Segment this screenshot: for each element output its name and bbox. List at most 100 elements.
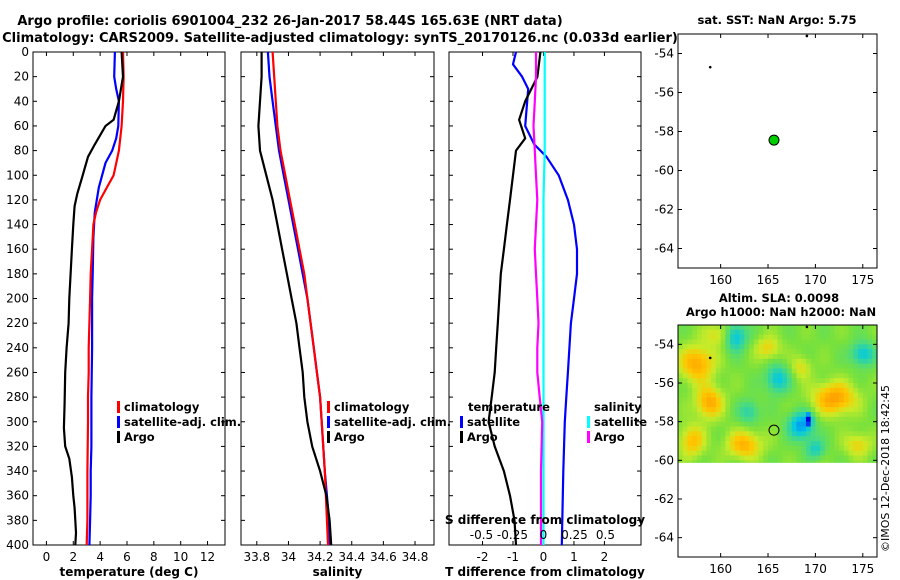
sla-heatmap-cell — [725, 378, 731, 384]
sla-heatmap-cell — [786, 334, 793, 341]
sla-heatmap-cell — [734, 402, 741, 408]
sla-heatmap-cell — [744, 436, 750, 442]
sla-heatmap-cell — [730, 416, 736, 423]
sla-heatmap-cell — [696, 455, 703, 461]
sla-heatmap-cell — [715, 383, 722, 389]
sla-heatmap-cell — [834, 416, 840, 423]
sst-map-x-tick-label: 175 — [851, 273, 874, 287]
sla-heatmap-cell — [763, 402, 769, 408]
sla-heatmap-cell — [730, 402, 736, 408]
sla-heatmap-cell — [758, 339, 764, 345]
sla-heatmap-cell — [815, 344, 821, 350]
sla-heatmap-cell — [829, 329, 835, 336]
sla-heatmap-cell — [782, 416, 788, 423]
sla-heatmap-cell — [678, 402, 684, 408]
sla-heatmap-cell — [801, 402, 807, 408]
sla-heatmap-cell — [820, 441, 826, 447]
sla-heatmap-cell — [758, 441, 764, 447]
sla-heatmap-cell — [848, 426, 854, 432]
sla-heatmap-cell — [696, 436, 703, 442]
pressure-tick-label: 40 — [14, 94, 29, 108]
sla-heatmap-cell — [824, 436, 831, 442]
sla-heatmap-cell — [725, 460, 731, 463]
sla-heatmap-cell — [853, 402, 859, 408]
salinity-x-axis-label: salinity — [313, 565, 363, 579]
sla-heatmap-cell — [867, 441, 873, 447]
sla-heatmap-cell — [739, 373, 745, 379]
sla-heatmap-cell — [815, 421, 821, 428]
sla-heatmap-cell — [725, 441, 731, 447]
sla-heatmap-cell — [777, 421, 783, 428]
sla-heatmap-cell — [739, 407, 745, 413]
sla-heatmap-cell — [824, 339, 831, 345]
salinity-x-tick-label: 34.8 — [402, 550, 429, 564]
sla-heatmap-cell — [872, 412, 878, 418]
sla-heatmap-cell — [711, 460, 717, 463]
sla-heatmap-cell — [848, 373, 854, 379]
sla-heatmap-cell — [753, 460, 760, 463]
sla-heatmap-cell — [706, 363, 712, 370]
sla-heatmap-cell — [768, 325, 774, 331]
sla-heatmap-cell — [706, 387, 712, 394]
sla-heatmap-cell — [758, 363, 764, 370]
sla-heatmap-cell — [711, 407, 717, 413]
sla-heatmap-cell — [678, 445, 684, 452]
sla-heatmap-cell — [758, 455, 764, 461]
sla-heatmap-cell — [734, 358, 741, 365]
sla-heatmap-cell — [687, 354, 693, 360]
sla-heatmap-cell — [772, 378, 779, 384]
sla-heatmap-cell — [678, 407, 684, 413]
sla-heatmap-cell — [758, 387, 764, 394]
sla-heatmap-cell — [805, 450, 812, 457]
sla-heatmap-cell — [820, 397, 826, 403]
sla-heatmap-cell — [701, 445, 708, 452]
sla-map-x-tick-label: 165 — [757, 562, 780, 576]
sla-heatmap-cell — [848, 349, 854, 355]
salinity-climatology-line — [271, 51, 330, 546]
sla-heatmap-cell — [706, 329, 712, 336]
sla-heatmap-cell — [720, 325, 726, 331]
sla-heatmap-cell — [692, 325, 698, 331]
sla-heatmap-cell — [706, 373, 712, 379]
sla-heatmap-cell — [848, 412, 854, 418]
sla-heatmap-cell — [862, 416, 869, 423]
sla-heatmap-cell — [810, 373, 817, 379]
temperature-x-tick-label: 8 — [150, 550, 158, 564]
sla-heatmap-cell — [834, 407, 840, 413]
sla-heatmap-cell — [734, 378, 741, 384]
sla-heatmap-cell — [858, 436, 864, 442]
sla-heatmap-cell — [782, 412, 788, 418]
sla-heatmap-cell — [867, 421, 873, 428]
sla-heatmap-cell — [791, 387, 798, 394]
sla-heatmap-cell — [824, 387, 831, 394]
sla-heatmap-cell — [706, 402, 712, 408]
sla-heatmap-cell — [753, 421, 760, 428]
sla-heatmap-cell — [777, 431, 783, 437]
sla-heatmap-cell — [739, 368, 745, 374]
sla-heatmap-cell — [711, 325, 717, 331]
sla-heatmap-cell — [763, 421, 769, 428]
difference-legend-swatch — [460, 416, 463, 428]
sla-heatmap-cell — [786, 402, 793, 408]
sla-heatmap-cell — [758, 358, 764, 365]
sla-heatmap-cell — [720, 329, 726, 336]
difference-legend-swatch — [460, 431, 463, 443]
sla-heatmap-cell — [782, 378, 788, 384]
sla-heatmap-cell — [763, 460, 769, 463]
sla-heatmap-cell — [692, 397, 698, 403]
sla-heatmap-cell — [829, 392, 835, 399]
sla-heatmap-cell — [843, 387, 850, 394]
sla-heatmap-cell — [696, 358, 703, 365]
sla-heatmap-cell — [791, 426, 798, 432]
sla-heatmap-cell — [815, 392, 821, 399]
sla-heatmap-cell — [696, 325, 703, 331]
pressure-tick-label: 380 — [6, 513, 29, 527]
sla-heatmap-cell — [796, 383, 802, 389]
sla-heatmap-cell — [749, 383, 755, 389]
sla-heatmap-cell — [692, 421, 698, 428]
sla-heatmap-cell — [744, 407, 750, 413]
sla-heatmap-cell — [701, 431, 708, 437]
sla-heatmap-cell — [867, 392, 873, 399]
sla-heatmap-cell — [839, 325, 845, 331]
sla-heatmap-cell — [749, 339, 755, 345]
